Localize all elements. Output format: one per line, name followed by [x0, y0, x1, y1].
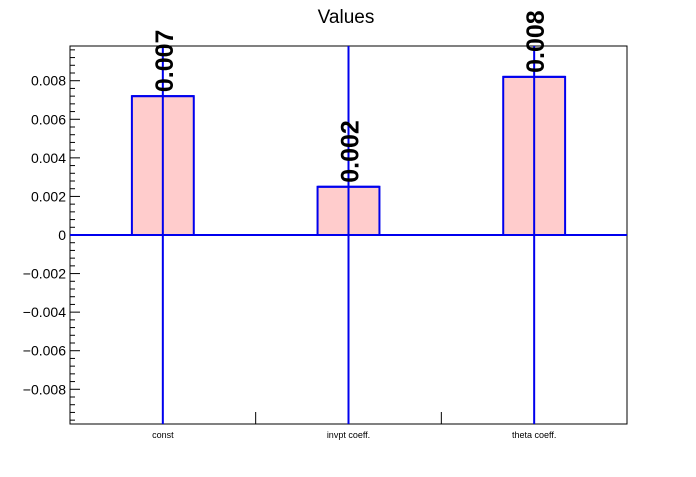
y-tick-label: 0: [58, 227, 66, 243]
chart-title: Values: [318, 7, 375, 28]
x-category-label: const: [152, 430, 174, 440]
y-tick-label: −0.002: [23, 266, 66, 282]
y-tick-label: −0.006: [23, 343, 66, 359]
y-tick-label: 0.002: [31, 188, 66, 204]
x-category-label: theta coeff.: [512, 430, 556, 440]
y-tick-label: −0.004: [23, 304, 66, 320]
y-tick-label: 0.008: [31, 73, 66, 89]
bar-value-label: 0.002: [337, 120, 365, 183]
bar-value-label: 0.007: [151, 30, 179, 93]
y-tick-label: 0.006: [31, 111, 66, 127]
y-tick-label: 0.004: [31, 150, 66, 166]
x-category-label: invpt coeff.: [327, 430, 370, 440]
y-tick-label: −0.008: [23, 381, 66, 397]
bar-value-label: 0.008: [522, 10, 550, 73]
